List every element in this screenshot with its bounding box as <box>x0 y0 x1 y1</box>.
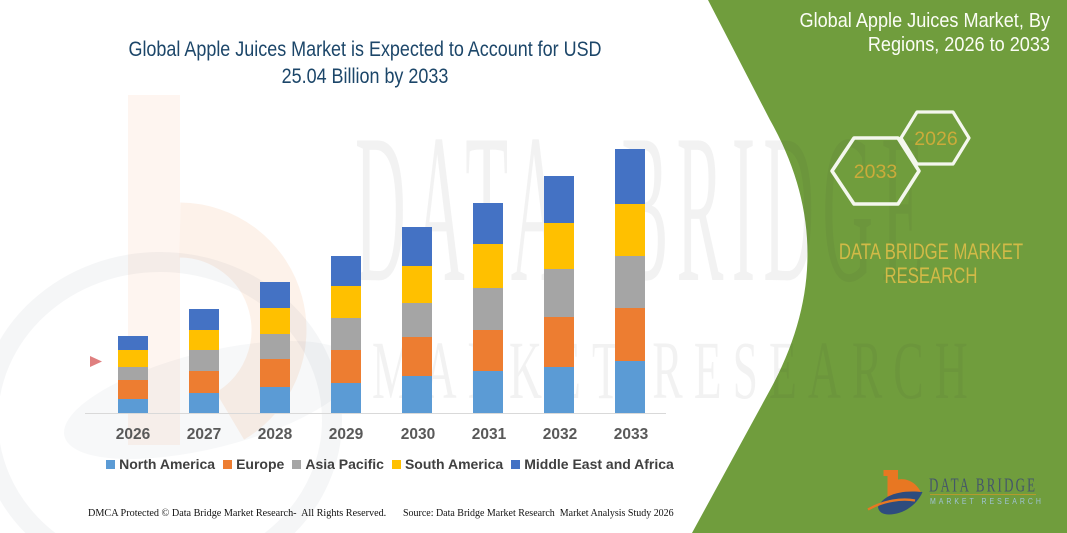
svg-text:MARKET RESEARCH: MARKET RESEARCH <box>372 325 979 417</box>
svg-text:DATA BRIDGE: DATA BRIDGE <box>929 474 1037 497</box>
svg-text:MARKET RESEARCH: MARKET RESEARCH <box>930 496 1044 506</box>
svg-text:2026: 2026 <box>914 128 957 150</box>
svg-text:2033: 2033 <box>854 161 897 183</box>
